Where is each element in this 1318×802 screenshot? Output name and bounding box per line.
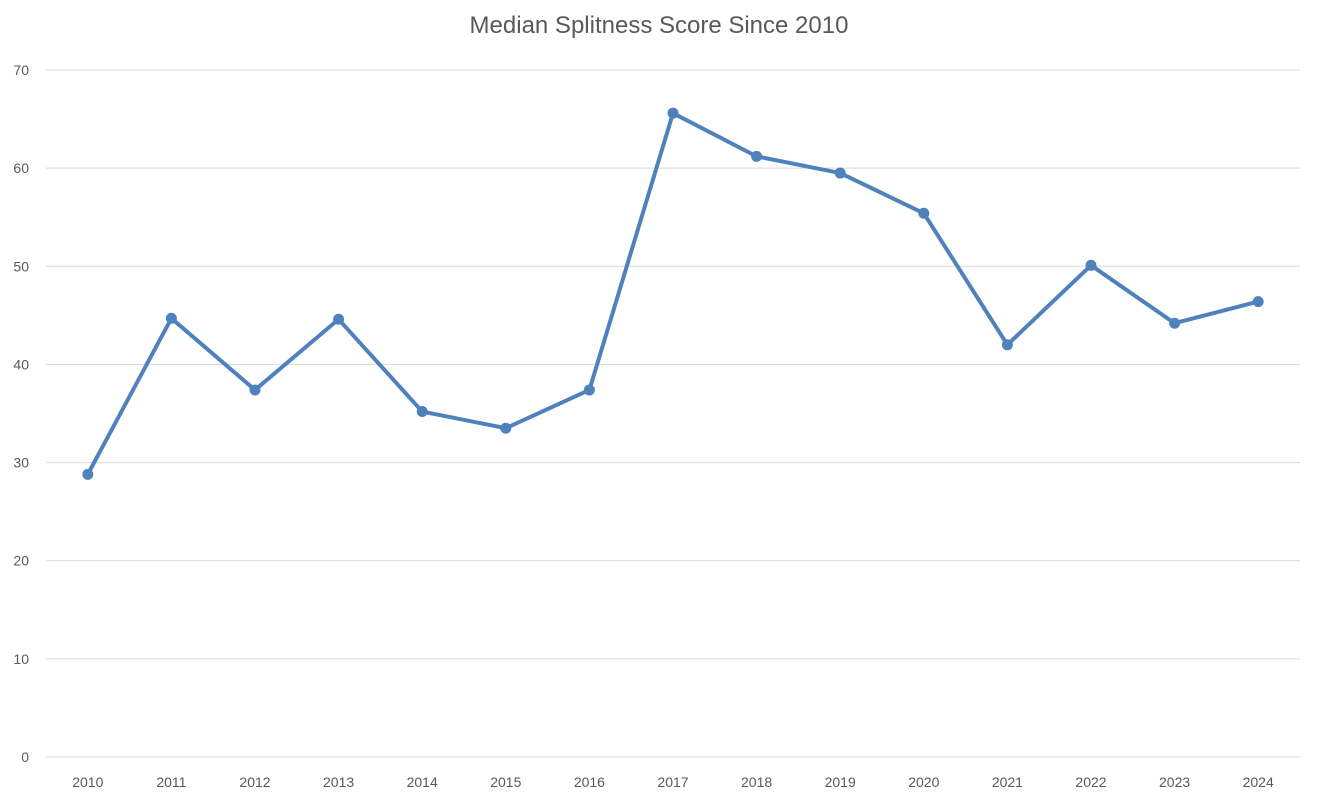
data-point-2010 — [82, 468, 94, 480]
x-tick-label: 2021 — [992, 774, 1023, 790]
data-point-2015 — [500, 422, 512, 434]
x-tick-label: 2020 — [908, 774, 939, 790]
data-point-2017 — [667, 107, 679, 119]
data-point-2014 — [416, 406, 428, 418]
x-tick-label: 2015 — [490, 774, 521, 790]
x-tick-label: 2014 — [407, 774, 438, 790]
series-layer — [82, 107, 1264, 480]
y-tick-label: 30 — [13, 455, 29, 471]
data-point-2021 — [1001, 339, 1013, 351]
x-tick-label: 2017 — [657, 774, 688, 790]
data-point-2018 — [751, 150, 763, 162]
data-point-2022 — [1085, 259, 1097, 271]
y-tick-label: 40 — [13, 356, 29, 372]
y-axis-tick-labels: 0 10 20 30 40 50 60 70 — [13, 62, 29, 765]
x-tick-label: 2010 — [72, 774, 103, 790]
x-tick-label: 2012 — [239, 774, 270, 790]
x-tick-label: 2013 — [323, 774, 354, 790]
x-tick-label: 2022 — [1075, 774, 1106, 790]
y-tick-label: 20 — [13, 553, 29, 569]
y-tick-label: 70 — [13, 62, 29, 78]
x-tick-label: 2023 — [1159, 774, 1190, 790]
x-tick-label: 2016 — [574, 774, 605, 790]
data-point-2020 — [918, 207, 930, 219]
data-point-2013 — [333, 313, 345, 325]
x-tick-label: 2018 — [741, 774, 772, 790]
data-point-2016 — [583, 384, 595, 396]
data-point-2024 — [1252, 296, 1264, 308]
x-axis-tick-labels: 2010 2011 2012 2013 2014 2015 2016 2017 2018 2019… — [72, 774, 1274, 790]
gridlines — [46, 69, 1300, 758]
y-tick-label: 60 — [13, 160, 29, 176]
data-point-2023 — [1169, 317, 1181, 329]
chart-title: Median Splitness Score Since 2010 — [469, 12, 849, 39]
x-tick-label: 2024 — [1243, 774, 1274, 790]
series-line — [85, 111, 1261, 477]
data-point-2019 — [834, 167, 846, 179]
data-point-2011 — [165, 312, 177, 324]
y-tick-label: 10 — [13, 651, 29, 667]
x-tick-label: 2019 — [825, 774, 856, 790]
x-tick-label: 2011 — [156, 774, 186, 790]
y-tick-label: 50 — [13, 258, 29, 274]
data-point-2012 — [249, 384, 261, 396]
y-tick-label: 0 — [21, 749, 29, 765]
